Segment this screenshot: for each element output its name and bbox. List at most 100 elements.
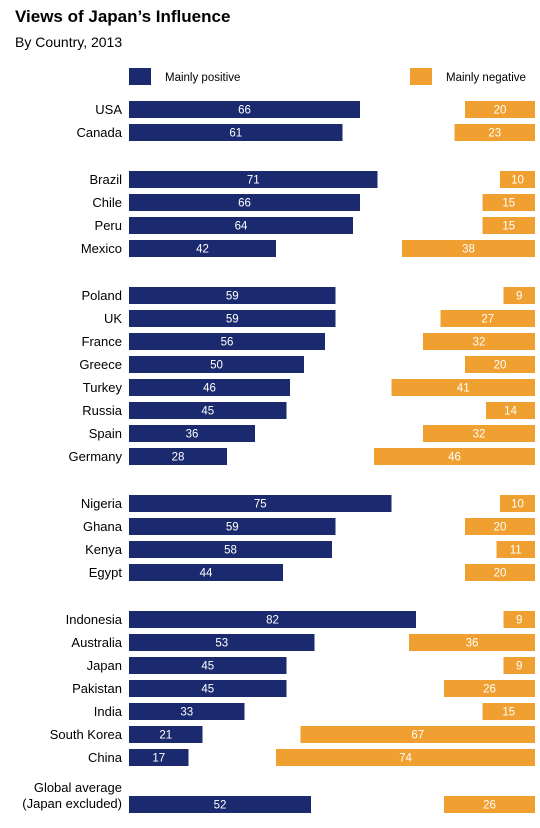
value-label-negative-greece: 20 [494, 360, 507, 372]
value-label-negative-global-average: 26 [483, 800, 496, 812]
bar-negative-poland [503, 287, 535, 304]
bar-negative-egypt [465, 564, 535, 581]
category-label-nigeria: Nigeria [81, 496, 123, 511]
bar-negative-brazil [500, 171, 535, 188]
value-label-negative-uk: 27 [481, 314, 494, 326]
bar-positive-chile [129, 194, 360, 211]
value-label-positive-pakistan: 45 [201, 684, 214, 696]
value-label-negative-spain: 32 [473, 429, 486, 441]
bar-positive-russia [129, 402, 287, 419]
bar-positive-indonesia [129, 611, 416, 628]
value-label-positive-canada: 61 [229, 128, 242, 140]
value-label-negative-canada: 23 [488, 128, 501, 140]
value-label-negative-brazil: 10 [511, 175, 524, 187]
bar-negative-canada [454, 124, 535, 141]
bar-positive-poland [129, 287, 336, 304]
bar-positive-nigeria [129, 495, 392, 512]
value-label-positive-chile: 66 [238, 198, 251, 210]
value-label-negative-japan: 9 [516, 661, 522, 673]
bar-positive-canada [129, 124, 343, 141]
category-label-indonesia: Indonesia [66, 612, 123, 627]
bar-area: USA 66 20 Canada 61 23 Brazil 71 10 Chile 66 15 Peru… [22, 101, 535, 813]
bar-negative-greece [465, 356, 535, 373]
value-label-positive-global-average: 52 [214, 800, 227, 812]
bar-positive-uk [129, 310, 336, 327]
value-label-negative-pakistan: 26 [483, 684, 496, 696]
value-label-negative-china: 74 [399, 753, 412, 765]
value-label-negative-turkey: 41 [457, 383, 470, 395]
legend-swatch-positive [129, 68, 151, 85]
bar-positive-china [129, 749, 189, 766]
bar-positive-turkey [129, 379, 290, 396]
value-label-positive-indonesia: 82 [266, 615, 279, 627]
category-label-ghana: Ghana [83, 519, 123, 534]
bar-positive-spain [129, 425, 255, 442]
category-label-india: India [94, 704, 123, 719]
bar-negative-chile [482, 194, 535, 211]
bar-negative-turkey [391, 379, 535, 396]
value-label-positive-india: 33 [180, 707, 193, 719]
category-label-pakistan: Pakistan [72, 681, 122, 696]
value-label-positive-poland: 59 [226, 291, 239, 303]
bar-positive-south-korea [129, 726, 203, 743]
value-label-negative-kenya: 11 [510, 545, 522, 557]
value-label-positive-russia: 45 [201, 406, 214, 418]
bar-positive-ghana [129, 518, 336, 535]
value-label-negative-south-korea: 67 [411, 730, 424, 742]
bar-negative-pakistan [444, 680, 535, 697]
chart-subtitle: By Country, 2013 [15, 34, 122, 50]
category-label-chile: Chile [92, 195, 122, 210]
bar-negative-australia [409, 634, 535, 651]
value-label-negative-indonesia: 9 [516, 615, 522, 627]
value-label-negative-australia: 36 [466, 638, 479, 650]
bar-negative-france [423, 333, 535, 350]
bar-negative-spain [423, 425, 535, 442]
category-label-greece: Greece [79, 357, 122, 372]
category-label-uk: UK [104, 311, 122, 326]
value-label-positive-australia: 53 [215, 638, 228, 650]
category-label-global-average: Global average (Japan excluded) [22, 780, 122, 811]
value-label-negative-mexico: 38 [462, 244, 475, 256]
bar-positive-egypt [129, 564, 283, 581]
value-label-negative-germany: 46 [448, 452, 461, 464]
value-label-positive-spain: 36 [186, 429, 199, 441]
legend-label-positive: Mainly positive [165, 72, 240, 84]
value-label-negative-ghana: 20 [494, 522, 507, 534]
value-label-positive-ghana: 59 [226, 522, 239, 534]
value-label-positive-south-korea: 21 [159, 730, 172, 742]
category-label-peru: Peru [95, 218, 122, 233]
value-label-positive-mexico: 42 [196, 244, 209, 256]
bar-negative-uk [440, 310, 535, 327]
category-label-spain: Spain [89, 426, 122, 441]
value-label-negative-chile: 15 [502, 198, 515, 210]
bar-negative-india [482, 703, 535, 720]
category-label-mexico: Mexico [81, 241, 122, 256]
category-label-brazil: Brazil [89, 172, 122, 187]
bar-negative-germany [374, 448, 535, 465]
value-label-positive-france: 56 [221, 337, 234, 349]
value-label-negative-nigeria: 10 [511, 499, 524, 511]
legend-swatch-negative [410, 68, 432, 85]
bar-negative-kenya [496, 541, 535, 558]
value-label-positive-japan: 45 [201, 661, 214, 673]
value-label-positive-greece: 50 [210, 360, 223, 372]
bar-negative-nigeria [500, 495, 535, 512]
category-label-canada: Canada [76, 125, 122, 140]
bar-positive-greece [129, 356, 304, 373]
value-label-negative-russia: 14 [504, 406, 517, 418]
value-label-positive-egypt: 44 [200, 568, 213, 580]
bar-negative-global-average [444, 796, 535, 813]
bar-positive-global-average [129, 796, 311, 813]
value-label-positive-nigeria: 75 [254, 499, 267, 511]
category-label-russia: Russia [82, 403, 123, 418]
category-label-turkey: Turkey [83, 380, 123, 395]
category-label-egypt: Egypt [89, 565, 123, 580]
value-label-positive-usa: 66 [238, 105, 251, 117]
bar-negative-russia [486, 402, 535, 419]
bar-negative-japan [503, 657, 535, 674]
bar-positive-india [129, 703, 245, 720]
bar-negative-mexico [402, 240, 535, 257]
value-label-negative-peru: 15 [502, 221, 515, 233]
bar-positive-kenya [129, 541, 332, 558]
bar-positive-peru [129, 217, 353, 234]
